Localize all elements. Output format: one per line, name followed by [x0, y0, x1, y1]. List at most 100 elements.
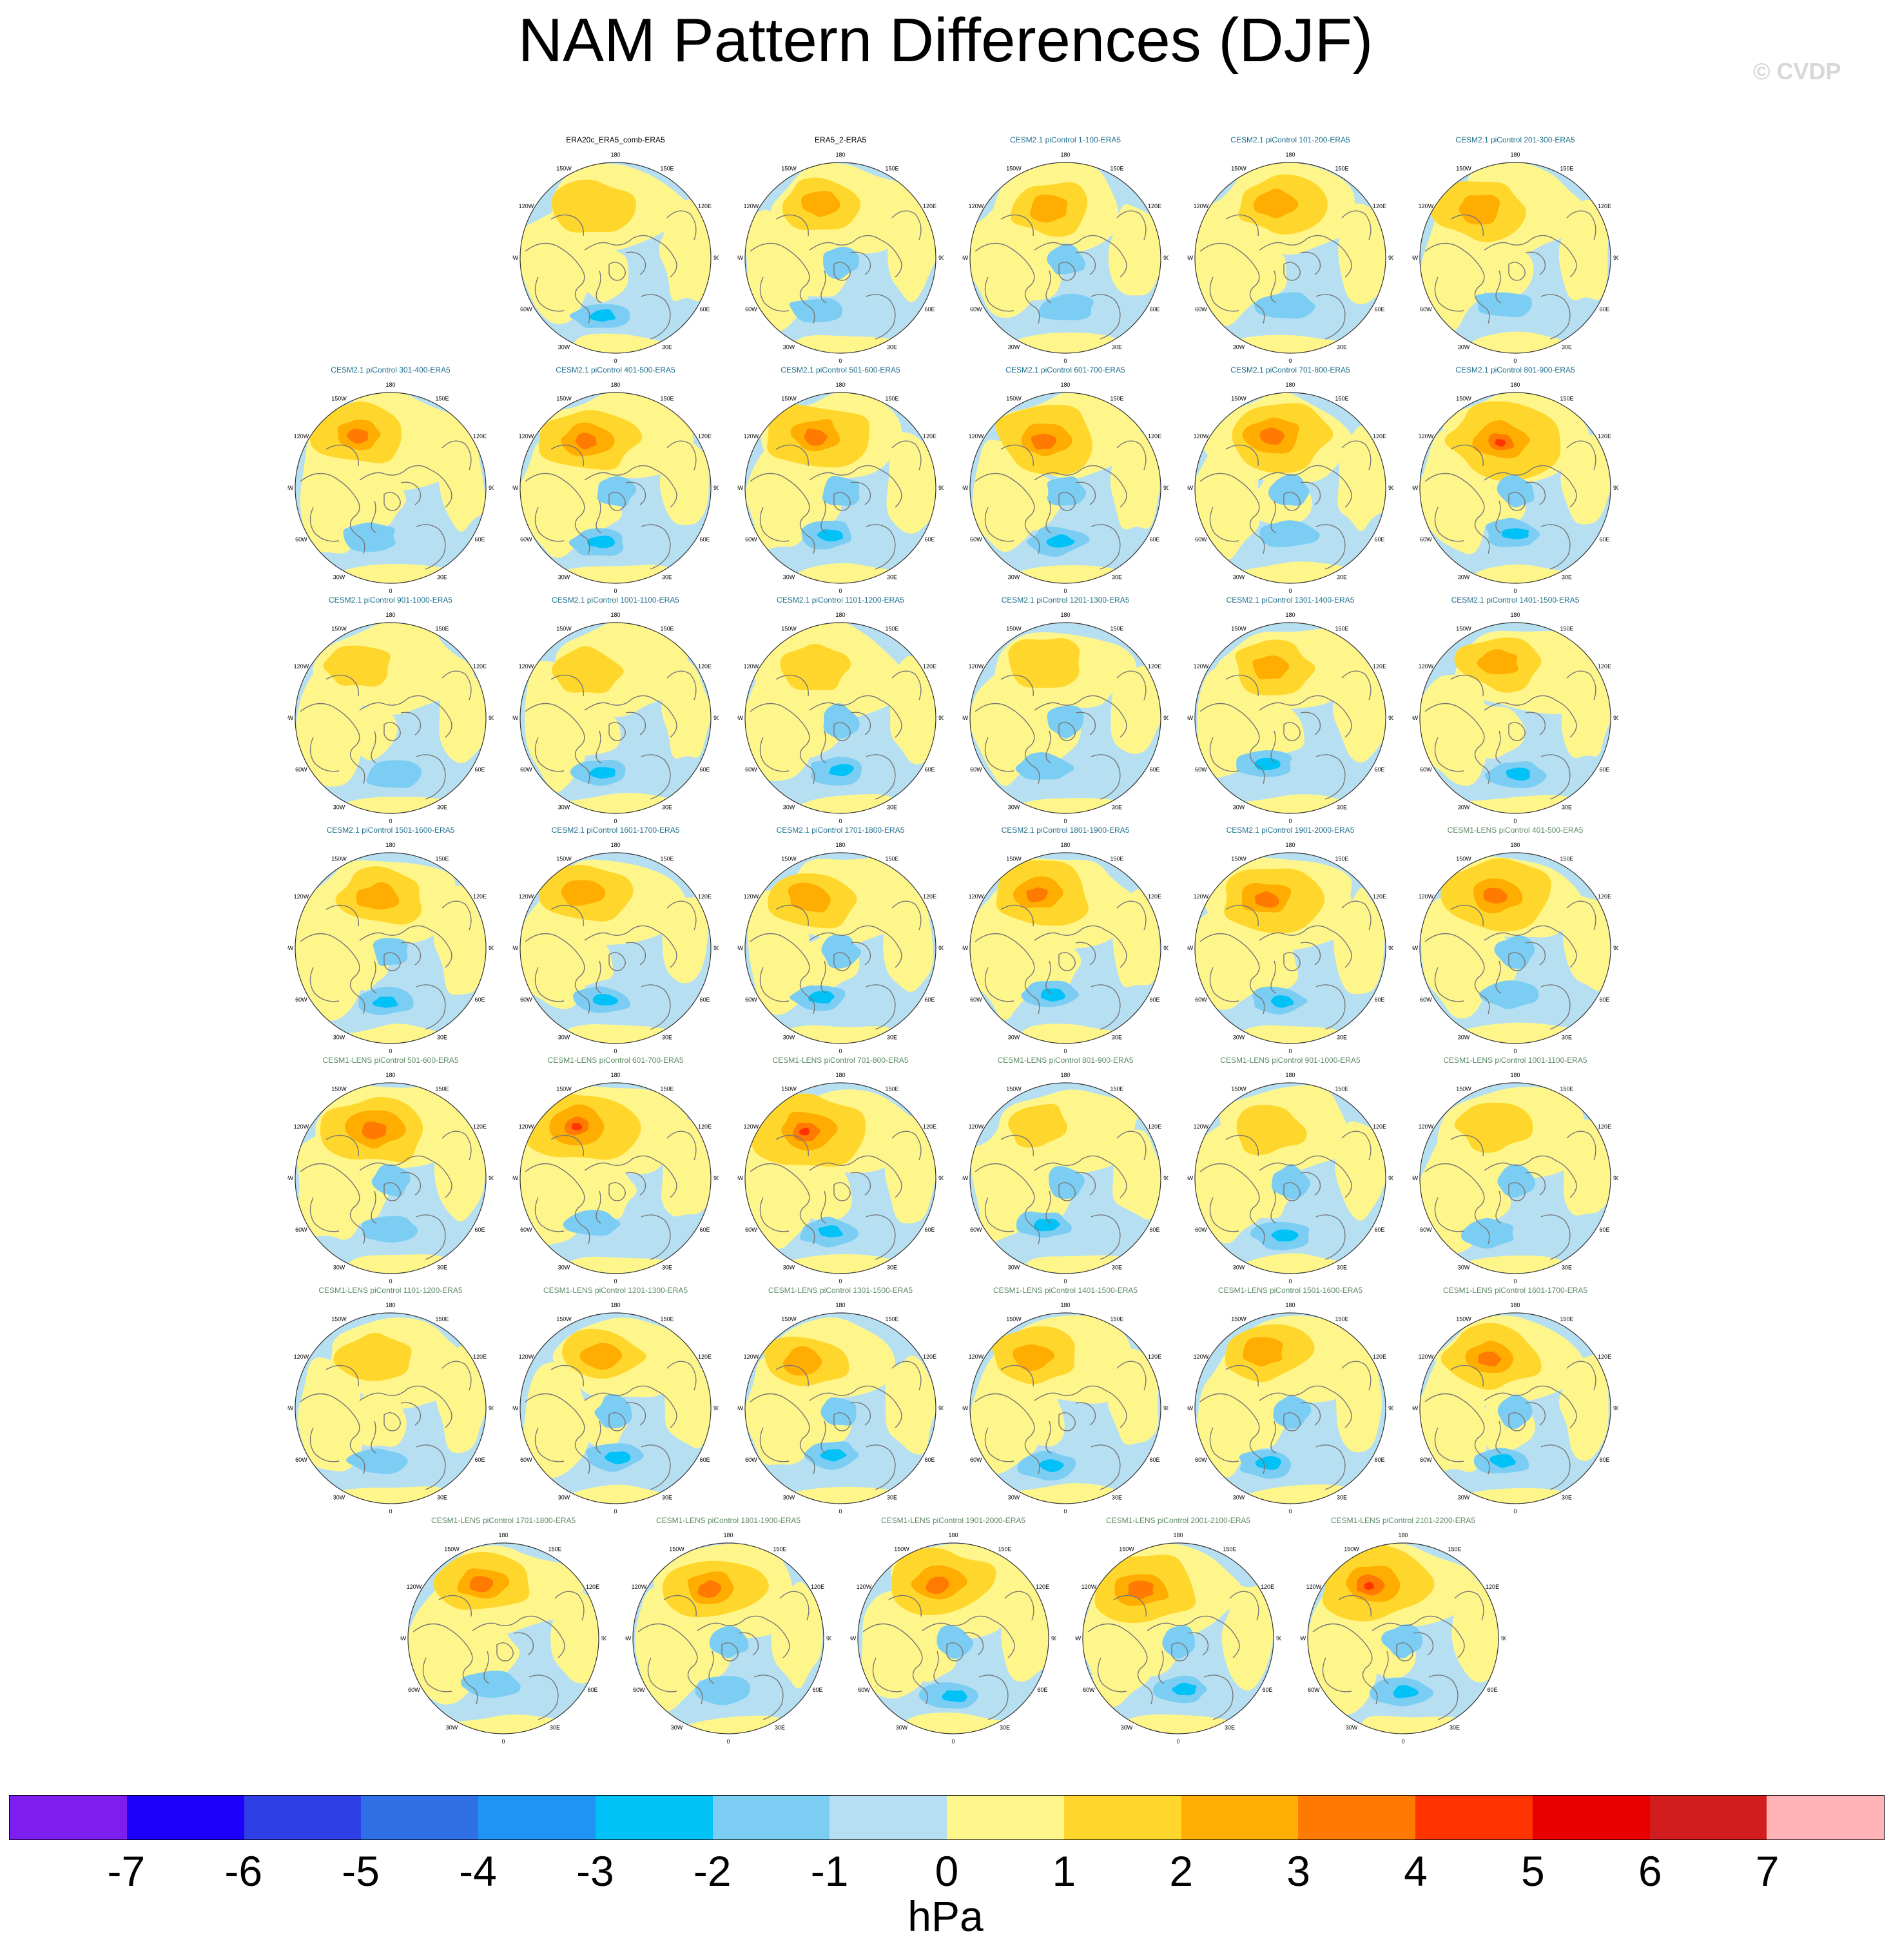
polar-stereographic-map: 180 150E 120E 90E 60E 30E 0 30W 60W 90W 120W 150W	[1412, 612, 1618, 824]
longitude-label: 150W	[1006, 1085, 1022, 1092]
colorbar-swatch	[595, 1796, 713, 1839]
map-boundary	[744, 622, 936, 814]
longitude-label: 120E	[1598, 663, 1611, 670]
map-panel: CESM2.1 piControl 1401-1500-ERA5 180 150E 1…	[1412, 596, 1618, 828]
negative-region	[818, 1225, 843, 1237]
map-panel: CESM1-LENS piControl 1501-1600-ERA5 180 15…	[1187, 1286, 1393, 1518]
map-boundary	[632, 1542, 824, 1734]
longitude-label: 120E	[1598, 893, 1611, 900]
negative-region	[1038, 293, 1094, 321]
polar-stereographic-map: 180 150E 120E 90E 60E 30E 0 30W 60W 90W 120W 150W	[512, 151, 719, 364]
map-boundary	[295, 1082, 487, 1274]
positive-region	[662, 1359, 711, 1449]
positive-region	[801, 191, 840, 217]
longitude-label: 180	[723, 1532, 733, 1538]
longitude-label: 120W	[1419, 1354, 1434, 1360]
negative-region	[1497, 1164, 1536, 1198]
longitude-label: 150E	[1335, 1085, 1348, 1092]
anomaly-field	[970, 162, 1161, 353]
negative-region	[604, 1451, 631, 1464]
longitude-label: 30W	[1458, 1034, 1470, 1041]
negative-region	[823, 703, 860, 739]
negative-region	[820, 1397, 857, 1426]
panel-title: CESM1-LENS piControl 1901-2000-ERA5	[880, 1516, 1026, 1525]
map-boundary	[1194, 392, 1386, 584]
longitude-label: 30E	[1450, 1725, 1460, 1731]
longitude-label: 30W	[1233, 1265, 1245, 1271]
anomaly-field	[1195, 393, 1386, 583]
anomaly-field	[1420, 853, 1611, 1043]
positive-region	[323, 645, 391, 687]
longitude-label: 180	[835, 612, 845, 618]
longitude-label: 150E	[1560, 395, 1573, 402]
longitude-label: 120W	[519, 893, 534, 900]
longitude-label: 150W	[894, 1546, 909, 1552]
longitude-label: 150E	[1560, 165, 1573, 171]
negative-region	[942, 1690, 967, 1703]
colorbar-tick-label: 2	[1169, 1847, 1194, 1895]
positive-region	[433, 885, 486, 995]
longitude-label: 120W	[294, 1354, 309, 1360]
longitude-label: 150W	[331, 625, 347, 632]
longitude-label: 180	[1398, 1532, 1408, 1538]
longitude-label: 60W	[745, 1227, 757, 1233]
longitude-label: 90E	[938, 1175, 944, 1181]
longitude-label: 150E	[1110, 395, 1123, 402]
coastlines	[525, 1130, 697, 1260]
map-boundary	[1419, 1312, 1611, 1504]
colorbar-tick-label: -3	[576, 1847, 614, 1895]
colorbar	[9, 1795, 1885, 1840]
longitude-label: 60W	[295, 536, 307, 543]
longitude-label: 90W	[1412, 1175, 1419, 1181]
positive-region	[1239, 936, 1299, 989]
anomaly-field	[745, 162, 936, 353]
positive-region	[1448, 1488, 1580, 1504]
longitude-label: 120W	[969, 663, 984, 670]
polar-stereographic-map: 180 150E 120E 90E 60E 30E 0 30W 60W 90W 120W 150W	[737, 842, 944, 1054]
longitude-label: 90W	[962, 1405, 969, 1412]
positive-region	[887, 193, 936, 302]
anomaly-field	[520, 393, 711, 583]
longitude-label: 30W	[783, 574, 795, 581]
longitude-label: 30E	[1562, 574, 1572, 581]
anomaly-field	[745, 1313, 936, 1504]
longitude-label: 120E	[1373, 1123, 1386, 1130]
map-panel: CESM2.1 piControl 601-700-ERA5 180 150E 120…	[962, 365, 1169, 597]
longitude-label: 90W	[737, 485, 744, 491]
positive-region	[1333, 888, 1386, 995]
map-panel: CESM2.1 piControl 401-500-ERA5 180 150E 120…	[512, 365, 719, 597]
anomaly-field	[1420, 1313, 1611, 1504]
coastlines	[750, 1130, 922, 1260]
longitude-label: 90W	[512, 945, 519, 951]
longitude-label: 30E	[1112, 1034, 1122, 1041]
polar-stereographic-map: 180 150E 120E 90E 60E 30E 0 30W 60W 90W 120W 150W	[400, 1532, 606, 1745]
longitude-label: 30W	[333, 804, 345, 811]
longitude-label: 30E	[662, 804, 672, 811]
longitude-label: 90W	[962, 1175, 969, 1181]
longitude-label: 60W	[408, 1687, 420, 1693]
coastlines	[1199, 1361, 1372, 1490]
longitude-label: 60E	[475, 996, 485, 1003]
anomaly-field	[970, 1313, 1161, 1504]
longitude-label: 30W	[1233, 1495, 1245, 1501]
panel-title: CESM2.1 piControl 1801-1900-ERA5	[1001, 826, 1130, 835]
panel-title: CESM2.1 piControl 801-900-ERA5	[1455, 365, 1575, 374]
longitude-label: 90W	[512, 1405, 519, 1412]
coastlines	[300, 900, 472, 1030]
longitude-label: 60E	[1600, 306, 1610, 313]
polar-stereographic-map: 180 150E 120E 90E 60E 30E 0 30W 60W 90W 120W 150W	[1187, 1072, 1393, 1285]
negative-region	[592, 994, 618, 1006]
positive-region	[1478, 1352, 1502, 1367]
longitude-label: 30W	[783, 1495, 795, 1501]
longitude-label: 120E	[1148, 1123, 1161, 1130]
anomaly-field	[1195, 1313, 1386, 1504]
longitude-label: 180	[385, 382, 395, 388]
longitude-label: 30W	[333, 1265, 345, 1271]
longitude-label: 60E	[1375, 1227, 1385, 1233]
map-boundary	[1082, 1542, 1274, 1734]
longitude-label: 150E	[1448, 1546, 1461, 1552]
longitude-label: 30E	[1562, 344, 1572, 351]
negative-region	[589, 767, 616, 779]
negative-region	[1040, 1459, 1064, 1472]
longitude-label: 120E	[923, 1123, 936, 1130]
